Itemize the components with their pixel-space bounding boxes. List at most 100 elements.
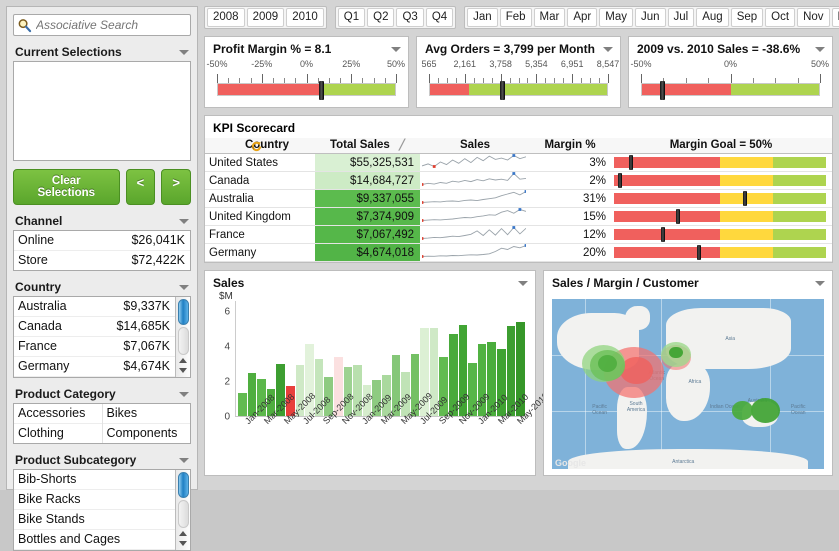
search-input[interactable]	[32, 18, 193, 32]
list-item[interactable]: Clothing	[18, 426, 64, 440]
bar[interactable]	[468, 363, 477, 416]
map-bubble-us-inner[interactable]	[598, 355, 618, 373]
scrollbar-track[interactable]	[178, 327, 189, 355]
bar[interactable]	[285, 386, 295, 416]
bar[interactable]	[295, 365, 305, 416]
scroll-up-icon[interactable]	[179, 529, 188, 538]
column-header-sales-sparkline[interactable]: Sales	[420, 138, 530, 154]
map-bubble-us-margin-inner[interactable]	[620, 356, 653, 384]
scroll-down-icon[interactable]	[179, 539, 188, 548]
bar[interactable]	[410, 353, 420, 416]
list-item[interactable]: Bikes	[102, 404, 190, 424]
list-item[interactable]: Store $72,422K	[14, 251, 190, 270]
bar[interactable]	[401, 371, 410, 416]
bar[interactable]	[247, 372, 257, 416]
column-header-country[interactable]: Country	[205, 138, 315, 154]
bar[interactable]	[353, 365, 362, 416]
map-bubble-australia[interactable]	[750, 397, 781, 424]
list-item[interactable]: Bib-Shorts	[14, 470, 175, 490]
bar[interactable]	[439, 356, 449, 416]
column-header-total-sales[interactable]: Total Sales ╱	[315, 138, 420, 154]
scrollbar-thumb[interactable]	[178, 299, 189, 325]
bar[interactable]	[333, 357, 343, 416]
chevron-down-icon[interactable]	[815, 280, 825, 286]
bar[interactable]	[391, 355, 401, 416]
chevron-down-icon[interactable]	[603, 46, 613, 52]
bar[interactable]	[420, 327, 429, 416]
column-header-margin-pct[interactable]: Margin %	[530, 138, 610, 154]
chevron-down-icon[interactable]	[179, 49, 189, 55]
list-item[interactable]: Bottles and Cages	[14, 530, 175, 550]
map-bubble-europe-inner[interactable]	[668, 346, 683, 359]
chevron-down-icon[interactable]	[518, 280, 528, 286]
bar[interactable]	[238, 392, 247, 416]
bar[interactable]	[487, 342, 497, 416]
list-item[interactable]: Components	[106, 426, 178, 440]
bar[interactable]	[458, 324, 468, 416]
chevron-down-icon[interactable]	[179, 284, 189, 290]
chevron-down-icon[interactable]	[179, 457, 189, 463]
bar[interactable]	[305, 343, 314, 416]
month-button-jul[interactable]: Jul	[667, 8, 695, 27]
bar[interactable]	[449, 334, 458, 416]
map-bubble-australia-2[interactable]	[731, 401, 754, 420]
bar[interactable]	[506, 325, 516, 416]
bar[interactable]	[429, 327, 439, 416]
bar[interactable]	[266, 388, 276, 416]
bar[interactable]	[343, 367, 353, 416]
channel-listbox[interactable]: Online $26,041K Store $72,422K	[13, 230, 191, 271]
month-button-feb[interactable]: Feb	[499, 8, 532, 27]
scrollbar-thumb[interactable]	[178, 472, 189, 498]
bar[interactable]	[362, 384, 372, 416]
search-bar[interactable]	[13, 14, 193, 36]
list-item[interactable]: France $7,067K	[14, 337, 175, 357]
chevron-down-icon[interactable]	[815, 46, 825, 52]
scroll-up-icon[interactable]	[179, 356, 188, 365]
subcategory-scrollbar[interactable]	[175, 470, 190, 550]
table-row[interactable]: Canada $14,684,727 2%	[205, 171, 832, 190]
table-row[interactable]: France $7,067,492 12%	[205, 225, 832, 244]
back-button[interactable]: <	[125, 169, 156, 205]
column-header-margin-goal[interactable]: Margin Goal = 50%	[610, 138, 832, 154]
list-item[interactable]: Bike Racks	[14, 490, 175, 510]
forward-button[interactable]: >	[161, 169, 192, 205]
month-button-oct[interactable]: Oct	[765, 8, 796, 27]
table-row[interactable]: United States $55,325,531 3%	[205, 153, 832, 172]
refresh-icon[interactable]	[251, 141, 262, 152]
month-button-aug[interactable]: Aug	[696, 8, 729, 27]
bar[interactable]	[497, 349, 506, 416]
month-button-may[interactable]: May	[599, 8, 633, 27]
current-selections-box[interactable]	[13, 61, 191, 161]
quarter-button-q3[interactable]: Q3	[396, 8, 424, 27]
month-button-jan[interactable]: Jan	[467, 8, 498, 27]
list-item[interactable]: Bike Stands	[14, 510, 175, 530]
country-listbox[interactable]: Australia $9,337K Canada $14,685K France…	[13, 296, 191, 378]
year-button-2009[interactable]: 2009	[246, 8, 285, 27]
month-button-dec[interactable]: Dec	[831, 8, 839, 27]
month-button-jun[interactable]: Jun	[634, 8, 666, 27]
month-button-apr[interactable]: Apr	[567, 8, 598, 27]
scroll-down-icon[interactable]	[179, 366, 188, 375]
bar[interactable]	[324, 377, 333, 416]
bar[interactable]	[276, 364, 285, 416]
product-subcategory-listbox[interactable]: Bib-Shorts Bike Racks Bike Stands Bottle…	[13, 469, 191, 551]
table-row[interactable]: Australia $9,337,055 31%	[205, 189, 832, 208]
product-category-listbox[interactable]: Accessories Clothing Bikes Components	[13, 403, 191, 444]
bar[interactable]	[372, 380, 381, 416]
quarter-button-q4[interactable]: Q4	[425, 8, 454, 27]
world-map[interactable]: Asia Africa South America Atlantic Ocean…	[552, 299, 824, 469]
quarter-button-q2[interactable]: Q2	[367, 8, 395, 27]
month-button-nov[interactable]: Nov	[797, 8, 830, 27]
list-item[interactable]: Accessories	[14, 404, 102, 424]
list-item[interactable]: Germany $4,674K	[14, 357, 175, 377]
country-scrollbar[interactable]	[175, 297, 190, 377]
month-button-sep[interactable]: Sep	[730, 8, 764, 27]
month-button-mar[interactable]: Mar	[533, 8, 566, 27]
quarter-button-q1[interactable]: Q1	[337, 8, 366, 27]
bar[interactable]	[314, 358, 324, 416]
bar[interactable]	[381, 374, 391, 416]
scrollbar-track[interactable]	[178, 500, 189, 528]
chevron-down-icon[interactable]	[179, 218, 189, 224]
list-item[interactable]: Canada $14,685K	[14, 317, 175, 337]
list-item[interactable]: Online $26,041K	[14, 231, 190, 251]
